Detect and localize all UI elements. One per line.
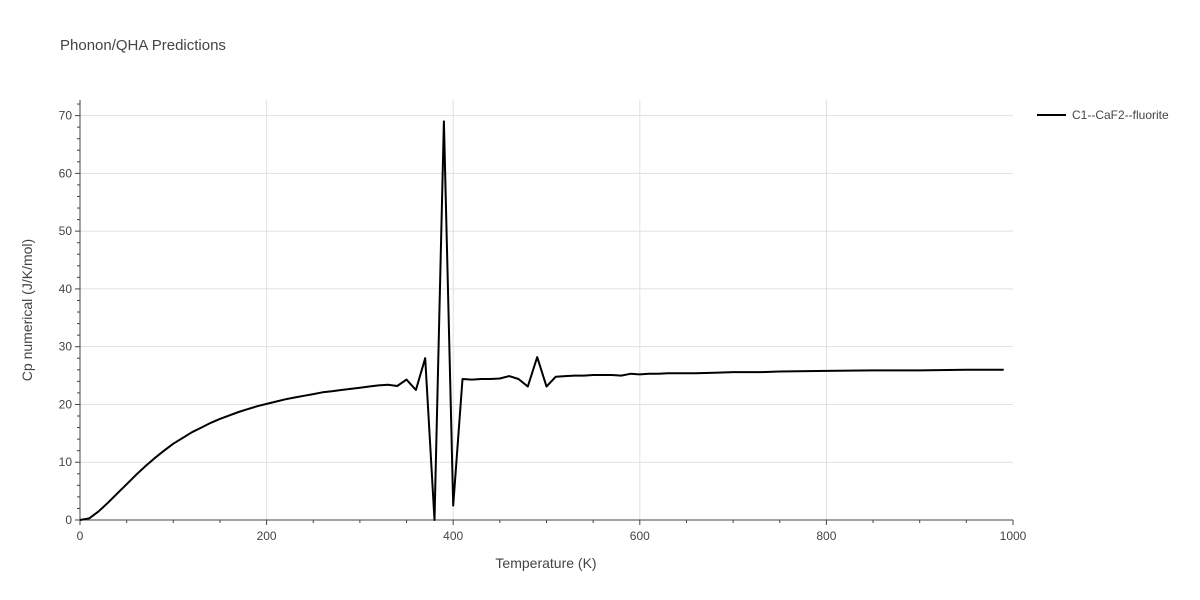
x-tick-label: 0 (77, 529, 84, 543)
y-tick-label: 20 (59, 397, 73, 411)
y-tick-label: 10 (59, 455, 73, 469)
y-tick-label: 70 (59, 109, 73, 123)
x-tick-label: 400 (443, 529, 463, 543)
chart-title: Phonon/QHA Predictions (60, 37, 226, 54)
series-layer[interactable] (79, 120, 1004, 521)
y-tick-label: 30 (59, 340, 73, 354)
y-tick-label: 0 (65, 513, 72, 527)
axes: 0 10 20 30 40 50 60 70 0 200 400 600 800 1000 (59, 100, 1027, 543)
grid-lines (80, 100, 1013, 520)
y-tick-label: 60 (59, 166, 73, 180)
x-tick-label: 800 (816, 529, 836, 543)
series-line-0[interactable] (79, 120, 1004, 521)
y-axis-title: Cp numerical (J/K/mol) (19, 239, 35, 381)
x-tick-label: 200 (257, 529, 277, 543)
y-tick-label: 50 (59, 224, 73, 238)
legend-label[interactable]: C1--CaF2--fluorite (1072, 108, 1169, 122)
x-tick-label: 1000 (1000, 529, 1027, 543)
x-axis-title: Temperature (K) (495, 555, 596, 571)
y-tick-label: 40 (59, 282, 73, 296)
legend[interactable]: C1--CaF2--fluorite (1037, 108, 1169, 122)
x-tick-label: 600 (630, 529, 650, 543)
